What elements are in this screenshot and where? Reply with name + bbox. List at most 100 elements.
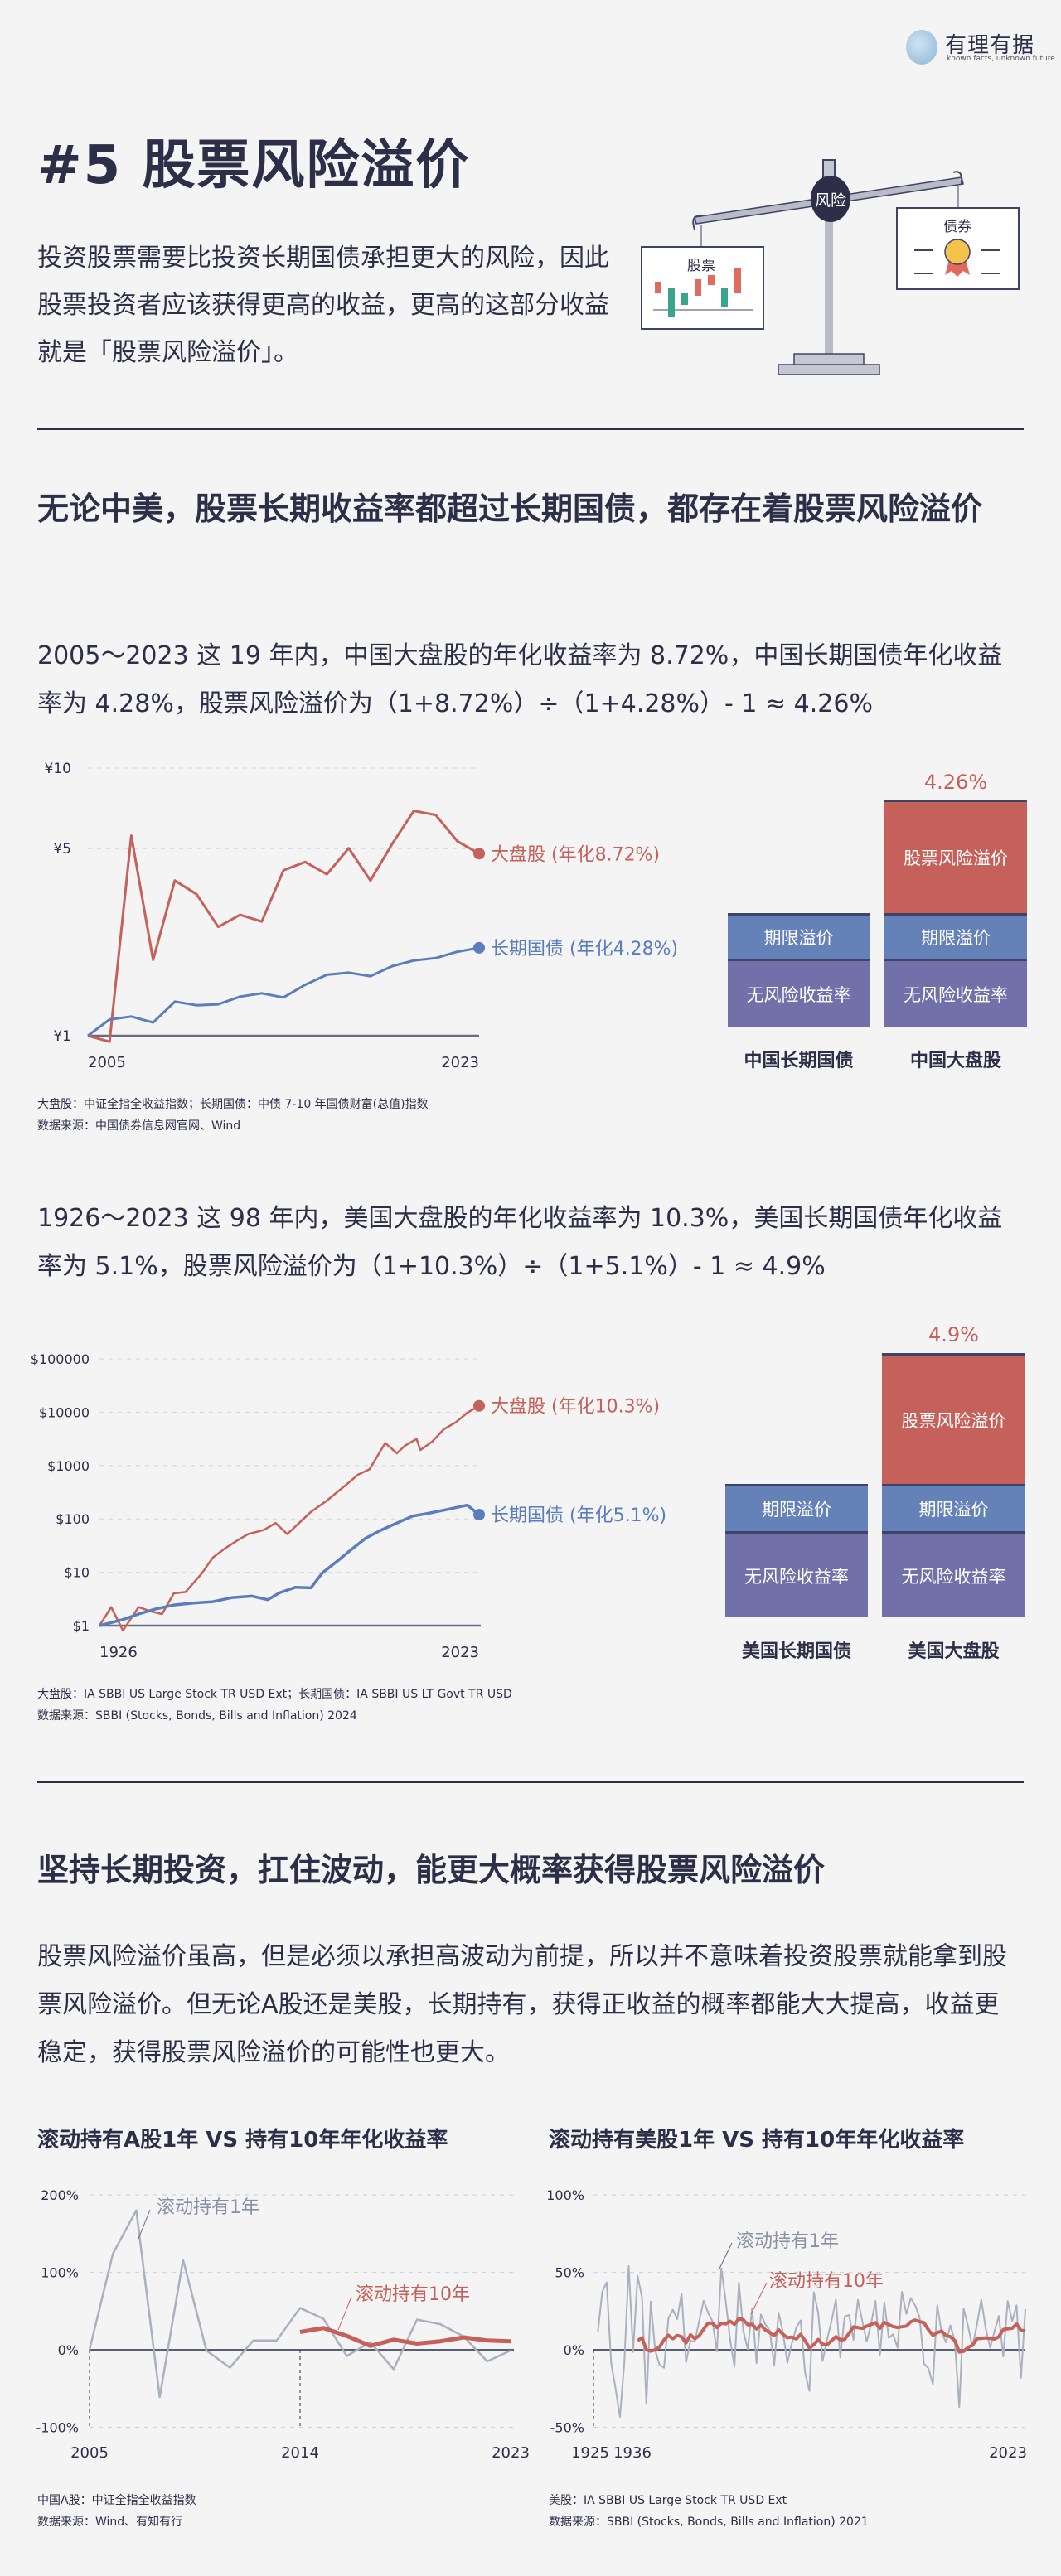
logo-tagline: known facts, unknown future: [947, 55, 1055, 63]
bar-category-label: 美国长期国债: [741, 1641, 851, 1662]
series-end-marker: [473, 1509, 485, 1521]
candlestick-icon: [653, 268, 753, 317]
bond-card-label: 债券: [943, 219, 971, 235]
series-label: 长期国债 (年化4.28%): [491, 939, 678, 959]
china-chart-note: 大盘股：中证全指全收益指数；长期国债：中债 7-10 年国债财富(总值)指数 数…: [37, 1094, 429, 1137]
y-tick-label: ¥5: [53, 841, 71, 858]
section2-heading: 坚持长期投资，扛住波动，能更大概率获得股票风险溢价: [37, 1852, 826, 1888]
x-tick-label: 2005: [70, 2444, 109, 2462]
term-premium-segment: 期限溢价: [728, 913, 870, 959]
y-tick-label: 200%: [41, 2187, 79, 2203]
china-summary-text: 2005～2023 这 19 年内，中国大盘股的年化收益率为 8.72%，中国长…: [37, 641, 1003, 718]
y-tick-label: 0%: [564, 2342, 584, 2358]
y-tick-label: $10: [64, 1565, 90, 1581]
series-label: 长期国债 (年化5.1%): [491, 1505, 666, 1526]
y-tick-label: $1: [73, 1618, 90, 1634]
term-premium-segment: 期限溢价: [882, 1484, 1025, 1531]
y-tick-label: -50%: [550, 2420, 584, 2436]
note-line: 美股：IA SBBI US Large Stock TR USD Ext: [549, 2494, 787, 2507]
y-tick-label: 0%: [58, 2342, 79, 2358]
x-tick-label: 2023: [989, 2444, 1027, 2462]
note-line: 数据来源：Wind、有知有行: [37, 2516, 183, 2529]
balance-scale-illustration: 风险 股票 债券: [641, 159, 1020, 375]
section1-heading: 无论中美，股票长期收益率都超过长期国债，都存在着股票风险溢价: [37, 491, 983, 527]
x-tick-label: 1925: [571, 2444, 609, 2462]
premium-value-label: 4.9%: [928, 1323, 979, 1346]
annotation-label: 滚动持有1年: [157, 2197, 259, 2218]
logo-icon: [906, 30, 937, 65]
y-tick-label: 100%: [41, 2265, 79, 2281]
equity-premium-segment: 股票风险溢价: [884, 800, 1027, 913]
note-line: 中国A股：中证全指全收益指数: [37, 2494, 196, 2507]
section-divider: [37, 428, 1024, 430]
series-end-marker: [473, 941, 485, 954]
annotation-leader: [718, 2242, 733, 2271]
page-title: #5 股票风险溢价: [37, 135, 471, 196]
annotation-leader: [138, 2209, 151, 2240]
risk-free-segment: 无风险收益率: [725, 1531, 868, 1617]
y-tick-label: $1000: [47, 1458, 90, 1474]
x-tick-label: 2023: [441, 1054, 479, 1071]
note-line: 数据来源：SBBI (Stocks, Bonds, Bills and Infl…: [37, 1709, 357, 1723]
annotation-leader: [750, 2282, 768, 2315]
x-tick-label: 2023: [492, 2444, 530, 2462]
y-tick-label: $100000: [31, 1351, 90, 1367]
us-chart-note: 大盘股：IA SBBI US Large Stock TR USD Ext；长期…: [37, 1684, 512, 1727]
note-line: 大盘股：IA SBBI US Large Stock TR USD Ext；长期…: [37, 1688, 512, 1701]
premium-value-label: 4.26%: [923, 771, 988, 794]
series-end-marker: [473, 848, 485, 860]
annotation-label: 滚动持有10年: [769, 2271, 884, 2292]
note-line: 大盘股：中证全指全收益指数；长期国债：中债 7-10 年国债财富(总值)指数: [37, 1098, 429, 1111]
y-tick-label: $10000: [39, 1404, 90, 1420]
annotation-label: 滚动持有1年: [736, 2231, 839, 2252]
series-label: 大盘股 (年化10.3%): [491, 1397, 660, 1418]
term-premium-segment: 期限溢价: [725, 1484, 868, 1531]
x-tick-label: 1936: [613, 2444, 652, 2462]
x-tick-label: 2023: [441, 1644, 479, 1661]
y-tick-label: -100%: [36, 2420, 79, 2436]
note-line: 数据来源：SBBI (Stocks, Bonds, Bills and Infl…: [549, 2516, 869, 2529]
equity-premium-segment: 股票风险溢价: [882, 1353, 1025, 1484]
china-growth-line-chart: ¥1 ¥5 ¥10 2005 2023 大盘股 (年化8.72%) 长期国债 (年化4.28…: [45, 761, 679, 1071]
x-tick-label: 1926: [99, 1644, 138, 1661]
note-line: 数据来源：中国债券信息网官网、Wind: [37, 1119, 241, 1133]
risk-free-segment: 无风险收益率: [884, 959, 1027, 1027]
y-tick-label: 50%: [555, 2265, 584, 2281]
x-tick-label: 2014: [281, 2444, 319, 2462]
us-summary-text: 1926～2023 这 98 年内，美国大盘股的年化收益率为 10.3%，美国长…: [37, 1204, 1003, 1281]
series-label: 大盘股 (年化8.72%): [491, 844, 660, 865]
stock-series-line: [98, 1404, 480, 1632]
ten-year-line: [637, 2317, 1026, 2354]
risk-label: 风险: [815, 191, 846, 210]
x-tick-label: 2005: [88, 1054, 126, 1071]
bar-category-label: 中国长期国债: [744, 1051, 854, 1071]
cn-rolling-note: 中国A股：中证全指全收益指数 数据来源：Wind、有知有行: [37, 2490, 196, 2533]
one-year-line: [88, 2209, 511, 2399]
medal-icon: [914, 239, 1000, 277]
y-tick-label: 100%: [546, 2187, 584, 2203]
bar-category-label: 中国大盘股: [909, 1051, 1001, 1071]
logo-name: 有理有据: [945, 33, 1035, 58]
stock-series-line: [87, 810, 480, 1043]
annotation-leader: [337, 2296, 352, 2331]
stock-card-label: 股票: [687, 258, 715, 274]
y-tick-label: $100: [56, 1511, 90, 1527]
bond-series-line: [99, 1503, 481, 1627]
bond-series-line: [87, 946, 480, 1037]
section-divider: [37, 1781, 1024, 1783]
rolling-return-charts: -100% 0% 100% 200% 2005 2014 2023 滚动持有1年滚动持有10年…: [36, 2187, 1027, 2462]
risk-free-segment: 无风险收益率: [882, 1531, 1025, 1617]
ten-year-line: [299, 2326, 511, 2348]
us-growth-line-chart: $1 $10 $100 $1000 $10000 $100000 1926 2023 大盘股 (…: [31, 1351, 666, 1661]
cn-rolling-chart-title: 滚动持有A股1年 VS 持有10年年化收益率: [37, 2128, 448, 2153]
y-tick-label: ¥1: [53, 1028, 71, 1045]
y-tick-label: ¥10: [45, 761, 71, 777]
series-end-marker: [473, 1399, 485, 1412]
bar-category-label: 美国大盘股: [908, 1641, 1000, 1662]
term-premium-segment: 期限溢价: [884, 913, 1027, 959]
risk-free-segment: 无风险收益率: [728, 959, 870, 1027]
risk-pivot: [811, 176, 850, 222]
stock-card: [641, 246, 764, 330]
us-rolling-chart-title: 滚动持有美股1年 VS 持有10年年化收益率: [549, 2128, 965, 2153]
us-rolling-note: 美股：IA SBBI US Large Stock TR USD Ext 数据来…: [549, 2490, 869, 2533]
